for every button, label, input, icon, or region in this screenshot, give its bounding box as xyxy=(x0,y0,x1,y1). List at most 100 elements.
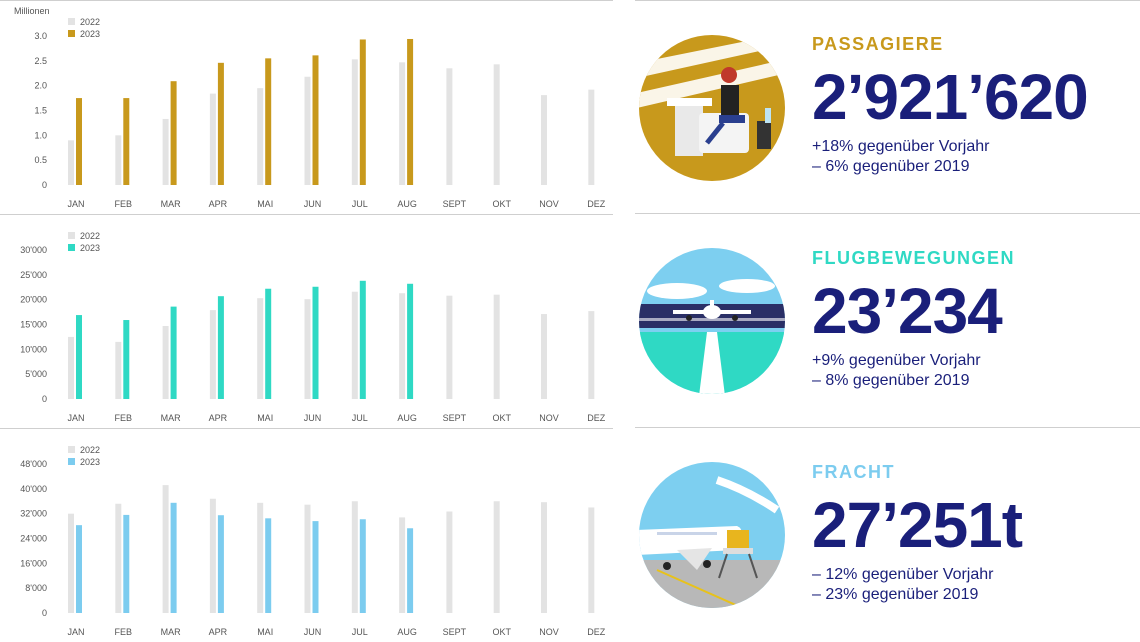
bar-2022 xyxy=(162,485,169,613)
bar-2023 xyxy=(170,81,177,185)
bar-2022 xyxy=(68,140,74,185)
x-tick-label: FEB xyxy=(115,413,133,423)
y-tick-label: 1.0 xyxy=(34,130,47,140)
runway-aircraft-illustration xyxy=(639,248,785,394)
x-tick-label: APR xyxy=(209,627,228,637)
y-tick-label: 20'000 xyxy=(20,295,47,305)
x-tick-label: DEZ xyxy=(587,413,606,423)
bar-2022 xyxy=(493,501,500,613)
x-tick-label: NOV xyxy=(539,413,559,423)
y-tick-label: 48'000 xyxy=(20,459,47,469)
bar-2022 xyxy=(162,118,169,185)
bar-2022 xyxy=(351,59,358,185)
x-tick-label: FEB xyxy=(115,627,133,637)
stat-passengers: PASSAGIERE 2’921’620 +18% gegenüber Vorj… xyxy=(812,34,1089,177)
x-tick-label: JUN xyxy=(304,413,322,423)
x-tick-label: JAN xyxy=(67,627,84,637)
bar-2023 xyxy=(217,515,224,613)
x-tick-label: NOV xyxy=(539,627,559,637)
bar-2023 xyxy=(217,296,224,399)
bar-2023 xyxy=(76,525,82,613)
x-tick-label: AUG xyxy=(397,413,417,423)
legend-label: 2023 xyxy=(80,457,100,467)
legend-label: 2022 xyxy=(80,231,100,241)
y-tick-label: 2.5 xyxy=(34,56,47,66)
legend-swatch xyxy=(68,232,75,239)
bar-2022 xyxy=(399,293,406,399)
bar-2023 xyxy=(265,288,272,399)
x-tick-label: OKT xyxy=(492,627,511,637)
y-tick-label: 8'000 xyxy=(25,583,47,593)
bar-2022 xyxy=(541,95,547,185)
legend-label: 2023 xyxy=(80,243,100,253)
x-tick-label: MAR xyxy=(161,413,182,423)
x-tick-label: MAI xyxy=(257,627,273,637)
freight-chart: 0 8'000 16'000 24'000 32'000 40'000 48'000 JAN F… xyxy=(0,428,613,637)
bar-2022 xyxy=(257,298,264,399)
stat-change-prev-year: – 12% gegenüber Vorjahr xyxy=(812,566,994,583)
passenger-lounge-illustration xyxy=(639,35,785,181)
x-tick-label: OKT xyxy=(492,199,511,209)
stat-title: FLUGBEWEGUNGEN xyxy=(812,248,1015,268)
x-tick-label: JUL xyxy=(352,413,368,423)
bar-2022 xyxy=(257,88,264,185)
divider-2 xyxy=(635,427,1140,428)
y-tick-label: 40'000 xyxy=(20,484,47,494)
bar-2022 xyxy=(304,504,311,613)
bar-2023 xyxy=(407,528,414,613)
bar-2023 xyxy=(312,55,319,186)
bar-2022 xyxy=(115,503,122,613)
x-tick-label: MAI xyxy=(257,413,273,423)
bar-2022 xyxy=(209,498,216,613)
x-tick-label: JAN xyxy=(67,413,84,423)
y-tick-label: 0.5 xyxy=(34,155,47,165)
bar-2023 xyxy=(123,320,130,399)
stat-change-prev-year: +18% gegenüber Vorjahr xyxy=(812,138,990,155)
bar-2022 xyxy=(493,64,500,185)
stat-change-2019: – 6% gegenüber 2019 xyxy=(812,158,970,175)
bar-2023 xyxy=(359,280,366,399)
bar-2022 xyxy=(399,62,406,185)
x-tick-label: APR xyxy=(209,413,228,423)
bar-2023 xyxy=(170,502,177,613)
y-tick-label: 24'000 xyxy=(20,534,47,544)
bar-2022 xyxy=(209,310,216,399)
bar-2023 xyxy=(123,98,130,185)
bar-2022 xyxy=(446,68,453,185)
bar-2022 xyxy=(541,314,547,399)
x-tick-label: APR xyxy=(209,199,228,209)
x-tick-label: SEPT xyxy=(443,199,467,209)
stat-value: 23’234 xyxy=(812,275,1003,347)
x-tick-label: MAI xyxy=(257,199,273,209)
x-tick-label: MAR xyxy=(161,199,182,209)
x-tick-label: MAR xyxy=(161,627,182,637)
bar-2022 xyxy=(115,341,122,399)
legend-swatch xyxy=(68,458,75,465)
y-tick-label: 32'000 xyxy=(20,509,47,519)
bar-2022 xyxy=(304,76,311,185)
y-tick-label: 3.0 xyxy=(34,31,47,41)
stat-flight-movements: FLUGBEWEGUNGEN 23’234 +9% gegenüber Vorj… xyxy=(812,248,1015,391)
bar-2022 xyxy=(446,511,453,613)
bar-2022 xyxy=(115,135,122,185)
bar-2022 xyxy=(162,325,169,399)
divider-1 xyxy=(635,213,1140,214)
bar-2023 xyxy=(407,38,414,186)
bar-2023 xyxy=(359,39,366,185)
x-tick-label: NOV xyxy=(539,199,559,209)
stat-value: 27’251t xyxy=(812,489,1023,561)
x-tick-label: JUL xyxy=(352,199,368,209)
x-tick-label: JUN xyxy=(304,199,322,209)
y-tick-label: 0 xyxy=(42,608,47,618)
bar-2022 xyxy=(304,299,311,399)
y-tick-label: 5'000 xyxy=(25,369,47,379)
x-tick-label: DEZ xyxy=(587,199,606,209)
legend-swatch xyxy=(68,446,75,453)
bar-2022 xyxy=(541,502,547,613)
bar-2022 xyxy=(209,93,216,185)
legend-swatch xyxy=(68,18,75,25)
bar-2023 xyxy=(123,514,130,613)
bar-2022 xyxy=(588,89,595,185)
bar-2023 xyxy=(407,283,414,399)
stat-freight: FRACHT 27’251t – 12% gegenüber Vorjahr –… xyxy=(812,462,1023,605)
